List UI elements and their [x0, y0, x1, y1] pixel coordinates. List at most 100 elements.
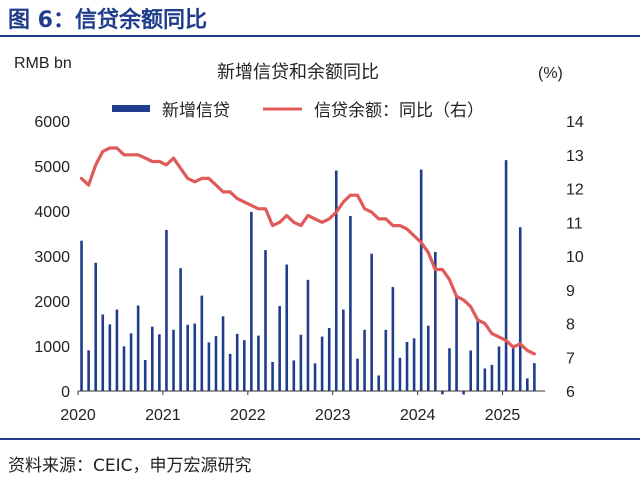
bar: [412, 338, 416, 391]
left-tick-label: 6000: [34, 114, 70, 131]
figure-title: 图 6：信贷余额同比: [8, 8, 207, 33]
x-tick-label: 2022: [230, 407, 266, 424]
bar: [214, 336, 218, 391]
bar: [434, 251, 437, 391]
bar: [108, 324, 112, 391]
bar: [518, 227, 522, 391]
bar: [186, 324, 189, 391]
bar: [448, 348, 451, 391]
bar: [299, 334, 303, 391]
bar: [377, 375, 381, 391]
bar-series: [80, 160, 536, 395]
bar: [419, 169, 423, 391]
bar: [228, 353, 232, 391]
left-tick-label: 5000: [34, 159, 70, 176]
bar: [342, 309, 345, 391]
bar: [313, 363, 317, 391]
bar: [405, 341, 409, 391]
chart-title: 新增信贷和余额同比: [217, 62, 379, 83]
x-tick-label: 2023: [315, 407, 351, 424]
bar: [101, 314, 105, 391]
bar: [136, 305, 140, 391]
bar: [511, 345, 515, 391]
bar: [94, 262, 97, 391]
right-tick-label: 14: [566, 114, 584, 131]
bar: [115, 309, 119, 391]
bar: [370, 253, 373, 391]
bar: [426, 325, 430, 391]
bar: [356, 358, 359, 391]
bar: [129, 333, 133, 391]
right-axis-label: (%): [538, 65, 563, 82]
bar: [398, 357, 402, 391]
left-tick-label: 2000: [34, 294, 70, 311]
bar: [80, 240, 83, 391]
bar: [349, 215, 352, 391]
header-rule: [0, 35, 640, 37]
bar: [497, 346, 501, 391]
left-tick-label: 3000: [34, 249, 70, 266]
x-tick-label: 2024: [400, 407, 436, 424]
bar: [476, 319, 480, 391]
bar: [158, 334, 161, 391]
bar: [143, 359, 147, 391]
left-tick-label: 1000: [34, 339, 70, 356]
bar: [285, 264, 289, 391]
left-axis-ticks: 0 1000 2000 3000 4000 5000 6000: [34, 114, 70, 401]
source-note: 资料来源：CEIC，申万宏源研究: [8, 456, 252, 476]
bar: [165, 229, 168, 391]
line-series: [79, 146, 536, 356]
right-tick-label: 12: [566, 182, 584, 199]
x-tick-label: 2020: [60, 407, 96, 424]
bar: [242, 340, 246, 391]
legend-bar-label: 新增信贷: [162, 101, 230, 121]
legend-line-label: 信贷余额：同比（右）: [314, 101, 484, 121]
bar: [462, 391, 465, 395]
bar: [483, 368, 487, 391]
x-tick-label: 2021: [145, 407, 181, 424]
right-tick-label: 8: [566, 317, 575, 334]
bar: [384, 329, 388, 391]
bar: [533, 363, 536, 391]
right-tick-label: 10: [566, 249, 584, 266]
bar: [363, 329, 366, 391]
bar: [334, 170, 338, 391]
bar: [327, 328, 331, 391]
footer-rule: [0, 438, 640, 440]
bar: [87, 350, 90, 391]
right-axis-ticks: 6 7 8 9 10 11 12 13 14: [566, 114, 584, 401]
bar: [391, 287, 395, 391]
bar: [193, 323, 197, 391]
x-axis-ticks: 2020 2021 2022 2023 2024 2025: [60, 391, 520, 424]
bar: [257, 335, 260, 391]
left-axis-label: RMB bn: [14, 55, 72, 72]
right-tick-label: 7: [566, 350, 575, 367]
bar: [441, 391, 444, 395]
left-tick-label: 0: [61, 384, 70, 401]
bar: [221, 316, 225, 391]
bar: [200, 295, 204, 391]
left-tick-label: 4000: [34, 204, 70, 221]
bar: [292, 360, 296, 391]
bar: [455, 295, 458, 391]
bar: [207, 342, 211, 391]
bar: [469, 350, 473, 391]
right-tick-label: 6: [566, 384, 575, 401]
bar: [320, 336, 324, 391]
bar: [179, 268, 182, 391]
bar: [526, 378, 529, 391]
x-tick-label: 2025: [485, 407, 521, 424]
bar: [122, 346, 126, 391]
bar: [235, 333, 239, 391]
bar: [250, 211, 253, 391]
bar: [306, 279, 310, 391]
bar: [264, 250, 267, 391]
right-tick-label: 13: [566, 148, 584, 165]
bar: [490, 364, 494, 391]
legend-bar-swatch: [112, 105, 150, 112]
right-tick-label: 9: [566, 283, 575, 300]
bar: [172, 329, 175, 391]
bar: [504, 160, 508, 391]
bar: [150, 326, 154, 391]
